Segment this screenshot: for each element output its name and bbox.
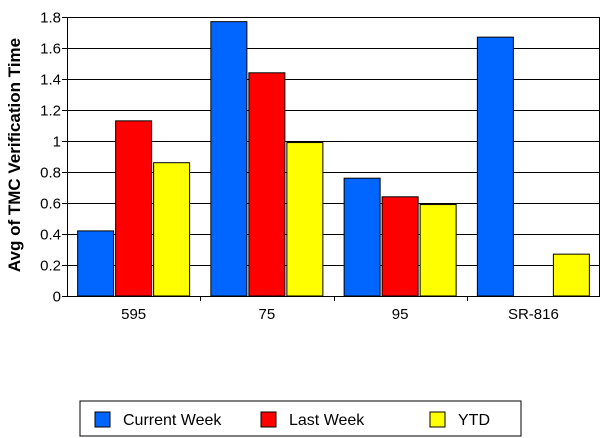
- axes: [67, 17, 600, 297]
- y-tick-label: 0: [53, 289, 61, 306]
- y-tick-label: 1.8: [40, 10, 61, 27]
- bars: [77, 21, 590, 297]
- bar-current-week-sr-816: [476, 36, 514, 297]
- y-tick-label: 1: [53, 134, 61, 151]
- legend: Current Week Last Week YTD: [79, 400, 522, 437]
- x-tick-labels: 595 75 95 SR-816: [121, 296, 559, 323]
- y-tick-label: 0.6: [40, 196, 61, 213]
- y-axis-title: Avg of TMC Verification Time: [5, 38, 24, 272]
- legend-box: [79, 400, 522, 437]
- y-tick-label: 1.2: [40, 103, 61, 120]
- bar-ytd-95: [419, 204, 457, 297]
- bar-current-week-75: [210, 21, 248, 297]
- bar-ytd-75: [286, 142, 324, 297]
- bar-ytd-sr-816: [552, 253, 590, 297]
- y-tick-label: 0.8: [40, 165, 61, 182]
- legend-swatch-ytd: [429, 411, 446, 428]
- bar-current-week-95: [343, 177, 381, 297]
- y-tick-label: 1.6: [40, 41, 61, 58]
- legend-label-ytd: YTD: [458, 412, 490, 429]
- y-tick-label: 1.4: [40, 72, 61, 89]
- x-tick-label: 595: [121, 306, 146, 323]
- x-tick-label: 75: [259, 306, 276, 323]
- y-tick-label: 0.2: [40, 258, 61, 275]
- legend-label-last-week: Last Week: [289, 412, 365, 429]
- bar-last-week-75: [248, 72, 286, 297]
- legend-swatch-last-week: [260, 411, 277, 428]
- legend-label-current-week: Current Week: [123, 412, 222, 429]
- bar-last-week-95: [381, 196, 419, 297]
- legend-swatch-current-week: [94, 411, 111, 428]
- bar-last-week-595: [115, 120, 153, 297]
- y-tick-label: 0.4: [40, 227, 61, 244]
- y-tick-labels: 0 0.2 0.4 0.6 0.8 1 1.2 1.4 1.6 1.8: [40, 10, 61, 306]
- x-tick-label: SR-816: [508, 306, 559, 323]
- bar-ytd-595: [153, 162, 191, 297]
- bar-current-week-595: [77, 230, 115, 297]
- x-tick-label: 95: [392, 306, 409, 323]
